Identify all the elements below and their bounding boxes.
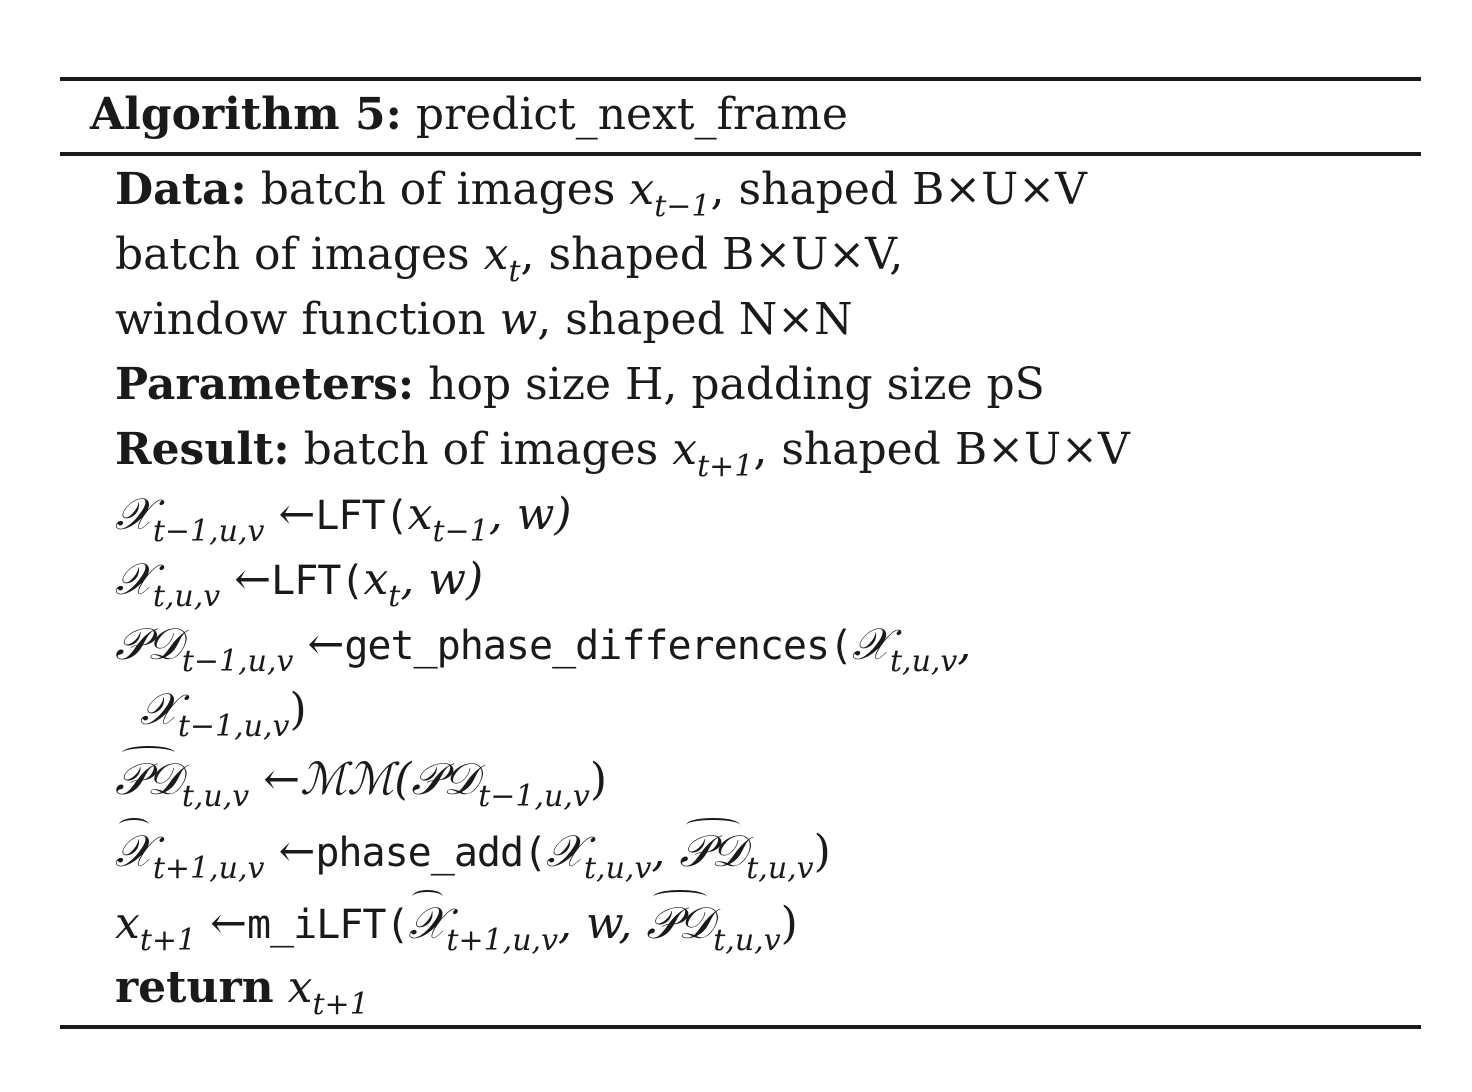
step-5-arrow: ← [264, 826, 316, 877]
step-3-arrow: ← [293, 619, 345, 670]
step-5-lhs: 𝒳 [115, 818, 153, 882]
data-1-text: batch of images [260, 164, 616, 215]
step-4-arg: (𝒫𝒟 [394, 754, 479, 805]
step-4-close: ) [589, 754, 608, 805]
result-line: Result: batch of images xt+1, shaped B×U… [115, 420, 1130, 482]
step-6: xt+1 ←m_iLFT(𝒳t+1,u,v, w, 𝒫𝒟t,u,v) [115, 890, 798, 958]
step-5-fn: phase_add( [315, 830, 547, 876]
step-3-close: ) [289, 684, 307, 735]
step-5: 𝒳t+1,u,v ←phase_add(𝒳t,u,v, 𝒫𝒟t,u,v) [115, 818, 831, 886]
header-rule [60, 152, 1421, 156]
step-1-arrow: ← [264, 489, 316, 540]
step-5-comma: , [651, 826, 680, 877]
step-3-lhs: 𝒫𝒟 [115, 619, 182, 670]
parameters-text: hop size H, padding size pS [428, 359, 1045, 410]
step-5-close: ) [813, 826, 831, 877]
step-3-comma: , [957, 619, 972, 670]
return-var: x [287, 962, 313, 1013]
data-line-2: batch of images xt, shaped B×U×V, [115, 225, 904, 287]
step-1-lhs-sub: t−1,u,v [152, 514, 265, 549]
step-5-lhs-sub: t+1,u,v [152, 851, 265, 886]
return-line: return xt+1 [115, 958, 369, 1020]
return-sub: t+1 [312, 987, 369, 1022]
step-6-arg2-sub: t,u,v [713, 923, 781, 958]
step-1-arg-sub: t−1 [432, 514, 489, 549]
step-5-arg2-sub: t,u,v [746, 851, 814, 886]
step-3-cont-sub: t−1,u,v [177, 709, 290, 744]
step-3-fn: get_phase_differences( [344, 623, 853, 669]
data-1-shape: , shaped B×U×V [710, 164, 1087, 215]
result-keyword: Result: [115, 424, 290, 475]
step-6-lhs: x [115, 898, 140, 949]
data-keyword: Data: [115, 164, 247, 215]
step-6-close: ) [780, 898, 798, 949]
step-3-continued: 𝒳t−1,u,v) [140, 680, 307, 742]
step-5-arg-sub: t,u,v [584, 851, 652, 886]
data-3-var: w [499, 294, 538, 345]
data-1-sub: t−1 [654, 189, 711, 224]
step-2: 𝒳t,u,v ←LFT(xt, w) [115, 550, 484, 614]
step-6-arrow: ← [196, 898, 247, 949]
step-4-arrow: ← [249, 754, 301, 805]
data-line-3: window function w, shaped N×N [115, 290, 853, 350]
data-1-var: x [629, 164, 655, 215]
data-3-shape: , shaped N×N [537, 294, 853, 345]
algorithm-label: Algorithm 5: [90, 89, 402, 140]
step-3-cont-arg: 𝒳 [140, 684, 178, 735]
step-4-lhs: 𝒫𝒟 [115, 746, 182, 810]
step-2-lhs-sub: t,u,v [152, 579, 221, 614]
step-3-arg: 𝒳 [852, 619, 890, 670]
bottom-rule [60, 1025, 1421, 1029]
step-4: 𝒫𝒟t,u,v ←ℳℳ(𝒫𝒟t−1,u,v) [115, 746, 608, 812]
data-2-shape: , shaped B×U×V, [520, 229, 904, 280]
step-5-arg2: 𝒫𝒟 [679, 818, 746, 882]
data-2-sub: t [508, 254, 521, 289]
step-1-lhs: 𝒳 [115, 489, 153, 540]
step-2-arg-sub: t [388, 579, 401, 614]
step-4-lhs-sub: t,u,v [181, 779, 250, 814]
step-6-arg: 𝒳 [409, 890, 446, 954]
step-6-lhs-sub: t+1 [139, 923, 197, 958]
step-3-lhs-sub: t−1,u,v [181, 644, 294, 679]
step-2-fn: LFT( [271, 558, 364, 604]
parameters-line: Parameters: hop size H, padding size pS [115, 355, 1045, 415]
step-4-fn: ℳℳ [300, 754, 395, 805]
data-3-text: window function [115, 294, 486, 345]
step-3-arg-sub: t,u,v [889, 644, 958, 679]
data-line-1: Data: batch of images xt−1, shaped B×U×V [115, 160, 1087, 222]
algorithm-name: predict_next_frame [415, 89, 848, 140]
step-1-arg: x [407, 489, 433, 540]
result-text: batch of images [303, 424, 659, 475]
algorithm-title: Algorithm 5: predict_next_frame [90, 85, 848, 145]
data-2-var: x [483, 229, 509, 280]
step-6-fn: m_iLFT( [246, 902, 410, 948]
top-rule [60, 77, 1421, 81]
step-4-arg-sub: t−1,u,v [478, 779, 590, 814]
step-1-rest: , w) [488, 489, 572, 540]
return-keyword: return [115, 962, 274, 1013]
result-var: x [672, 424, 698, 475]
data-2-text: batch of images [115, 229, 470, 280]
step-2-arg: x [363, 554, 389, 605]
step-2-arrow: ← [220, 554, 272, 605]
result-shape: , shaped B×U×V [753, 424, 1130, 475]
step-1: 𝒳t−1,u,v ←LFT(xt−1, w) [115, 485, 572, 549]
step-6-arg2: 𝒫𝒟 [646, 890, 713, 954]
step-6-mid: , w, [558, 898, 647, 949]
step-5-arg: 𝒳 [546, 826, 584, 877]
step-1-fn: LFT( [315, 493, 408, 539]
step-2-lhs: 𝒳 [115, 554, 153, 605]
parameters-keyword: Parameters: [115, 359, 415, 410]
step-3: 𝒫𝒟t−1,u,v ←get_phase_differences(𝒳t,u,v, [115, 615, 972, 679]
step-6-arg-sub: t+1,u,v [446, 923, 559, 958]
result-sub: t+1 [697, 449, 754, 484]
step-2-rest: , w) [400, 554, 484, 605]
